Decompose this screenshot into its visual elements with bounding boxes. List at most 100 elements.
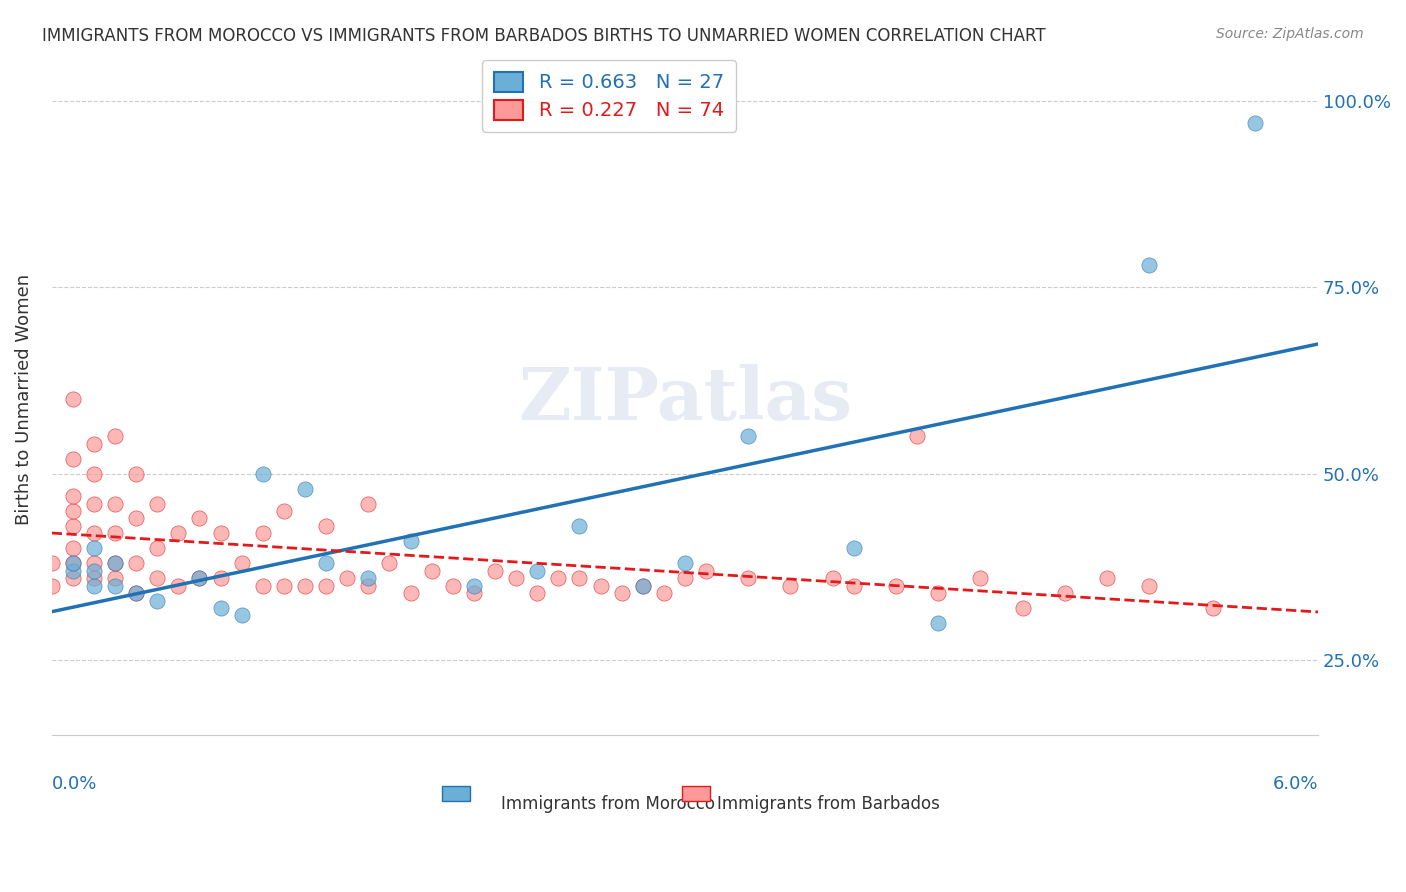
Point	[336, 571, 359, 585]
Point	[62, 519, 84, 533]
Point	[1201, 601, 1223, 615]
Point	[83, 556, 105, 570]
Point	[610, 586, 633, 600]
Point	[104, 556, 127, 570]
Point	[1053, 586, 1076, 600]
Point	[41, 556, 63, 570]
Point	[357, 497, 380, 511]
Point	[146, 593, 169, 607]
Point	[125, 586, 148, 600]
Point	[463, 579, 485, 593]
Point	[631, 579, 654, 593]
Point	[231, 556, 253, 570]
Point	[568, 519, 591, 533]
Point	[125, 556, 148, 570]
Point	[357, 571, 380, 585]
Point	[188, 511, 211, 525]
Point	[62, 392, 84, 407]
Point	[294, 579, 316, 593]
Point	[83, 564, 105, 578]
Point	[209, 601, 232, 615]
Point	[399, 533, 422, 548]
Point	[821, 571, 844, 585]
Point	[695, 564, 717, 578]
Point	[252, 467, 274, 481]
Point	[62, 541, 84, 556]
Point	[252, 579, 274, 593]
Point	[737, 571, 759, 585]
Point	[146, 571, 169, 585]
Point	[526, 564, 548, 578]
Text: Immigrants from Morocco: Immigrants from Morocco	[502, 795, 716, 814]
Point	[547, 571, 569, 585]
Point	[83, 541, 105, 556]
Point	[188, 571, 211, 585]
Point	[104, 497, 127, 511]
Point	[62, 556, 84, 570]
Point	[1137, 579, 1160, 593]
Point	[104, 556, 127, 570]
Point	[927, 586, 949, 600]
Point	[969, 571, 991, 585]
Point	[125, 467, 148, 481]
Point	[146, 541, 169, 556]
Point	[273, 579, 295, 593]
Point	[315, 519, 337, 533]
FancyBboxPatch shape	[441, 786, 470, 800]
Point	[652, 586, 675, 600]
Point	[83, 579, 105, 593]
Point	[167, 526, 190, 541]
Point	[441, 579, 464, 593]
Point	[505, 571, 527, 585]
Point	[209, 526, 232, 541]
Point	[62, 564, 84, 578]
Point	[83, 437, 105, 451]
Point	[568, 571, 591, 585]
Point	[1011, 601, 1033, 615]
Point	[1243, 116, 1265, 130]
Point	[104, 571, 127, 585]
Point	[188, 571, 211, 585]
Point	[399, 586, 422, 600]
Point	[315, 579, 337, 593]
Text: Immigrants from Barbados: Immigrants from Barbados	[717, 795, 939, 814]
Point	[905, 429, 928, 443]
Point	[779, 579, 801, 593]
Point	[673, 571, 696, 585]
Point	[315, 556, 337, 570]
Point	[842, 579, 865, 593]
Point	[62, 504, 84, 518]
Point	[884, 579, 907, 593]
Point	[62, 571, 84, 585]
Point	[231, 608, 253, 623]
Point	[526, 586, 548, 600]
Point	[104, 579, 127, 593]
Point	[1137, 258, 1160, 272]
Point	[484, 564, 506, 578]
Point	[294, 482, 316, 496]
Point	[252, 526, 274, 541]
Point	[83, 526, 105, 541]
Text: IMMIGRANTS FROM MOROCCO VS IMMIGRANTS FROM BARBADOS BIRTHS TO UNMARRIED WOMEN CO: IMMIGRANTS FROM MOROCCO VS IMMIGRANTS FR…	[42, 27, 1046, 45]
Point	[83, 571, 105, 585]
Legend: R = 0.663   N = 27, R = 0.227   N = 74: R = 0.663 N = 27, R = 0.227 N = 74	[482, 60, 735, 132]
Point	[167, 579, 190, 593]
Text: Source: ZipAtlas.com: Source: ZipAtlas.com	[1216, 27, 1364, 41]
Point	[420, 564, 443, 578]
Point	[104, 526, 127, 541]
Point	[631, 579, 654, 593]
Point	[1095, 571, 1118, 585]
Text: ZIPatlas: ZIPatlas	[517, 364, 852, 434]
Text: 6.0%: 6.0%	[1272, 775, 1319, 793]
Point	[737, 429, 759, 443]
Point	[463, 586, 485, 600]
Point	[62, 489, 84, 503]
Point	[589, 579, 612, 593]
Point	[842, 541, 865, 556]
Text: 0.0%: 0.0%	[52, 775, 97, 793]
Point	[146, 497, 169, 511]
Y-axis label: Births to Unmarried Women: Births to Unmarried Women	[15, 274, 32, 524]
Point	[673, 556, 696, 570]
Point	[378, 556, 401, 570]
Point	[104, 429, 127, 443]
